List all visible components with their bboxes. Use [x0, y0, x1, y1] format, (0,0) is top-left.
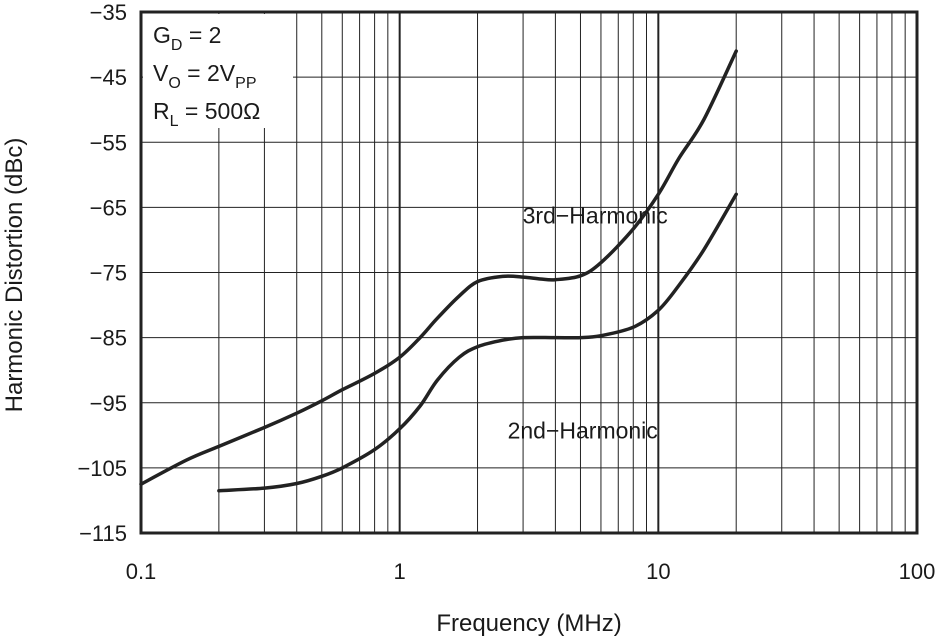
condition-line: GD = 2	[153, 22, 221, 54]
condition-line: RL = 500Ω	[153, 98, 260, 130]
series-line-2nd-harmonic	[217, 192, 738, 493]
y-axis-ticks: −115 −105 −95 −85 −75 −65 −55 −45 −35	[77, 0, 127, 546]
x-axis-ticks: 0.1 1 10 100	[126, 559, 936, 584]
series-label: 2nd−Harmonic	[508, 418, 658, 444]
series-label: 3rd−Harmonic	[523, 203, 668, 229]
y-tick-label: −35	[90, 0, 127, 25]
y-tick-label: −115	[79, 521, 127, 546]
y-tick-label: −45	[90, 65, 127, 90]
y-tick-label: −65	[90, 195, 127, 220]
major-gridlines	[141, 12, 917, 533]
y-axis-label: Harmonic Distortion (dBc)	[1, 138, 28, 413]
series-line-3rd-harmonic	[139, 49, 738, 486]
x-axis-label: Frequency (MHz)	[436, 610, 621, 637]
conditions-box	[143, 14, 293, 128]
condition-line: VO = 2VPP	[153, 60, 257, 92]
y-tick-label: −105	[77, 456, 127, 481]
x-tick-label: 1	[394, 559, 406, 584]
y-tick-label: −85	[90, 326, 127, 351]
series-labels: 3rd−Harmonic 2nd−Harmonic	[508, 203, 668, 444]
x-tick-label: 0.1	[126, 559, 157, 584]
x-tick-label: 100	[899, 559, 936, 584]
conditions-annotation: GD = 2 VO = 2VPP RL = 500Ω	[153, 22, 260, 130]
series-lines	[139, 49, 738, 493]
x-tick-label: 10	[646, 559, 670, 584]
y-tick-label: −95	[90, 391, 127, 416]
y-tick-label: −75	[90, 261, 127, 286]
y-tick-label: −55	[90, 130, 127, 155]
plot-frame	[139, 10, 919, 535]
